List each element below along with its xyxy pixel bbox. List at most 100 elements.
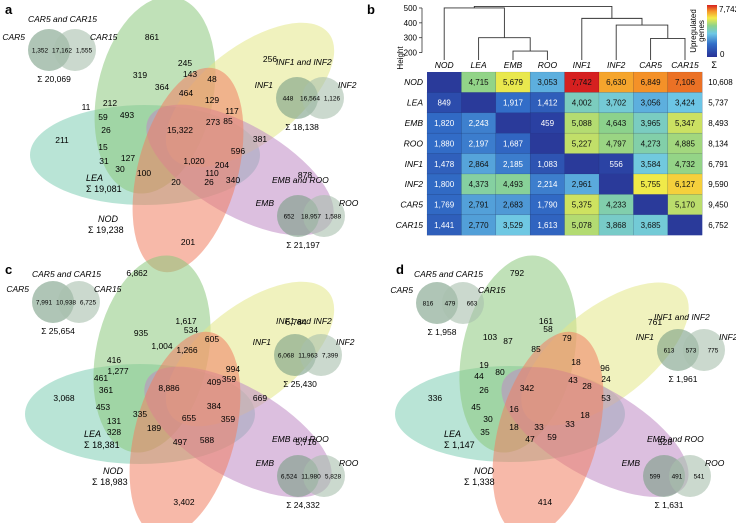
region-count: 45 (471, 402, 481, 412)
row-sum-header: Σ (711, 60, 717, 70)
region-count: 364 (155, 82, 169, 92)
nod-label: NOD (98, 214, 119, 224)
nod-label: NOD (474, 466, 495, 476)
region-count: 409 (207, 377, 221, 387)
heatmap: NOD LEA EMB ROO INF1 INF2 CAR5 CAR15 NOD 10,608 LE… (396, 60, 733, 236)
pair-mid-count: 18,957 (301, 214, 321, 221)
region-count: 15,322 (167, 125, 193, 135)
pair-left-label: EMB (256, 198, 275, 208)
cell-value: 7,742 (572, 78, 593, 87)
pair-left-count: 652 (284, 214, 295, 221)
row-sum: 9,450 (708, 201, 729, 210)
pair-title: INF1 and INF2 (276, 57, 332, 67)
cell-value: 2,770 (469, 221, 490, 230)
heatmap-panel-b: Height 200 300 400 500 NOD LEA EMB ROO INF1 INF2… (396, 4, 736, 236)
pair-right-label: CAR15 (478, 285, 506, 295)
lea-sum: Σ 1,147 (444, 440, 475, 450)
region-count: 1,004 (151, 341, 173, 351)
row-label: EMB (405, 118, 424, 128)
region-count: 256 (263, 54, 277, 64)
colorbar-min-label: 0 (720, 50, 725, 59)
dendrogram-branch (473, 6, 613, 19)
dendrogram-branch (581, 17, 643, 60)
row-label: ROO (404, 138, 424, 148)
petal-nod (492, 331, 604, 523)
region-count: 359 (222, 374, 236, 384)
dendrogram: 200 300 400 500 (404, 4, 686, 60)
column-label: INF2 (607, 60, 626, 70)
colorbar-bar (707, 5, 717, 57)
region-count: 1,266 (176, 345, 198, 355)
region-count: 26 (479, 385, 489, 395)
pair-mid-count: 11,963 (298, 353, 318, 360)
region-count: 273 (206, 117, 220, 127)
pair-sum: Σ 20,069 (37, 74, 71, 84)
region-count: 528 (658, 437, 672, 447)
pair-left-count: 816 (423, 301, 434, 308)
cell-value: 4,493 (503, 180, 524, 189)
pair-right-label: CAR15 (90, 32, 118, 42)
cell-value: 1,687 (503, 139, 524, 148)
petal-nod (132, 67, 244, 273)
pair-right-label: ROO (339, 198, 359, 208)
cell-value: 2,683 (503, 201, 524, 210)
dendrogram-tick-label: 200 (404, 49, 418, 58)
region-count: 211 (55, 135, 69, 145)
dendrogram-tick-label: 300 (404, 34, 418, 43)
region-count: 461 (94, 373, 108, 383)
cell-value: 1,083 (537, 160, 558, 169)
region-count: 18 (580, 410, 590, 420)
dendrogram-tick-label: 400 (404, 19, 418, 28)
region-count: 8,886 (158, 383, 180, 393)
cell-value: 3,685 (641, 221, 662, 230)
heatmap-cell-diagonal (599, 174, 634, 195)
row-sum: 8,134 (708, 139, 729, 148)
cell-value: 3,965 (641, 119, 662, 128)
pair-right-count: 7,399 (322, 353, 339, 360)
pair-left-label: INF1 (253, 337, 272, 347)
pair-circle-right (683, 329, 725, 371)
region-count: 30 (483, 414, 493, 424)
region-count: 381 (253, 134, 267, 144)
row-label: INF2 (405, 179, 424, 189)
region-count: 59 (547, 432, 557, 442)
cell-value: 3,529 (503, 221, 524, 230)
lea-label: LEA (444, 429, 461, 439)
region-count: 605 (205, 334, 219, 344)
region-count: 26 (204, 177, 214, 187)
row-sum: 6,752 (708, 221, 729, 230)
pair-right-label: INF2 (338, 80, 357, 90)
panel-letter-a: a (5, 2, 13, 17)
region-count: 1,617 (175, 316, 197, 326)
pair-right-count: 541 (694, 474, 705, 481)
region-count: 15 (98, 142, 108, 152)
pair-title: INF1 and INF2 (276, 316, 332, 326)
region-count: 100 (137, 168, 151, 178)
cell-value: 556 (610, 160, 624, 169)
region-count: 588 (200, 435, 214, 445)
heatmap-cell-diagonal (427, 72, 462, 93)
cell-value: 1,790 (537, 201, 558, 210)
dendrogram-ylabel: Height (396, 46, 405, 70)
pair-right-count: 1,126 (324, 96, 341, 103)
region-count: 110 (205, 168, 219, 178)
pair-circle-right (54, 29, 96, 71)
region-count: 28 (582, 381, 592, 391)
region-count: 161 (539, 316, 553, 326)
pair-mid-count: 10,938 (56, 300, 76, 307)
pair-left-count: 613 (664, 348, 675, 355)
region-count: 131 (107, 416, 121, 426)
region-count: 342 (520, 383, 534, 393)
region-count: 655 (182, 413, 196, 423)
pair-left-count: 6,068 (278, 353, 295, 360)
region-count: 58 (543, 324, 553, 334)
pair-mid-count: 479 (445, 301, 456, 308)
cell-value: 1,478 (434, 160, 455, 169)
column-label: NOD (435, 60, 454, 70)
region-count: 1,020 (183, 156, 205, 166)
pair-right-count: 775 (708, 348, 719, 355)
region-count: 33 (565, 419, 575, 429)
heatmap-cell-diagonal (564, 153, 599, 174)
cell-value: 1,412 (537, 99, 558, 108)
